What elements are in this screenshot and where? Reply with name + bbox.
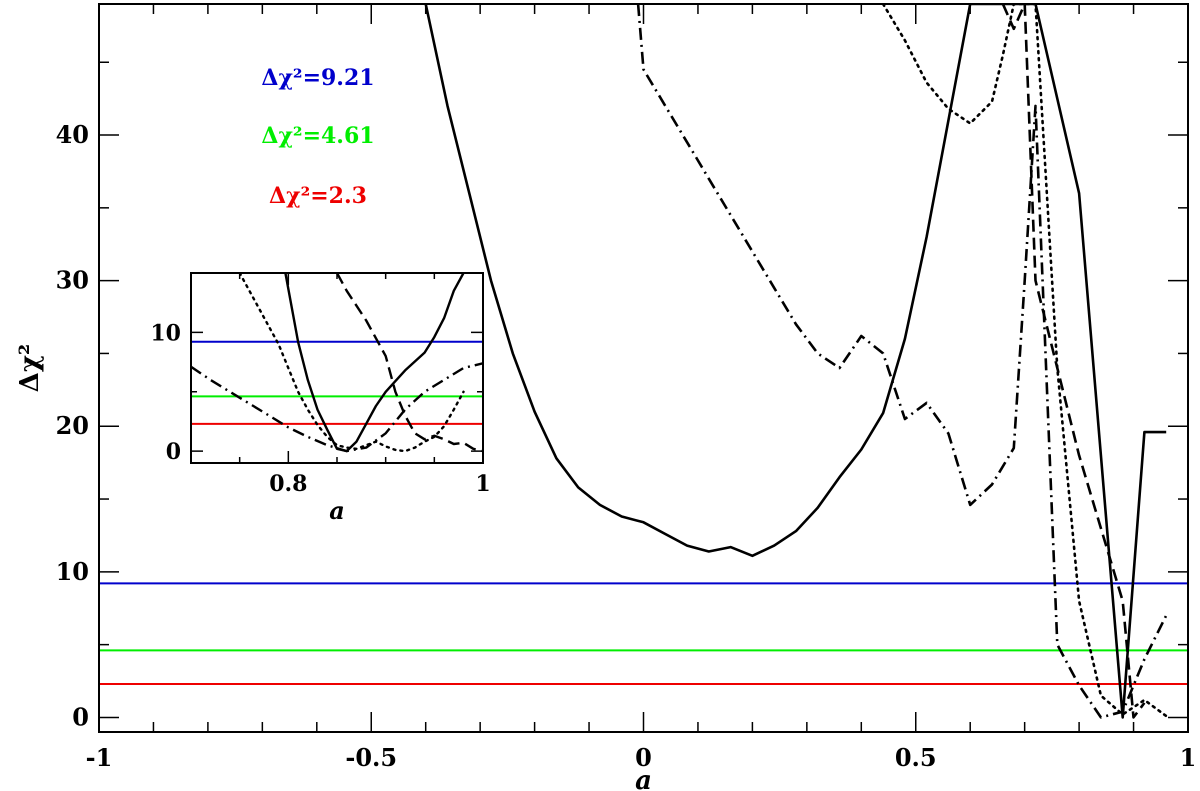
inset-x-tick-label: 1 bbox=[475, 471, 490, 497]
inset-y-tick-label: 10 bbox=[150, 320, 181, 346]
main-y-tick-label: 10 bbox=[56, 557, 89, 586]
main-y-tick-label: 30 bbox=[56, 266, 89, 295]
main-y-tick-label: 40 bbox=[56, 120, 89, 149]
legend: Δχ²=9.21 Δχ²=4.61 Δχ²=2.3 bbox=[261, 65, 374, 209]
inset-x-tick-label: 0.8 bbox=[269, 471, 307, 497]
main-x-tick-label: -1 bbox=[86, 743, 113, 772]
main-x-axis-title: a bbox=[635, 766, 652, 791]
main-x-tick-label: -0.5 bbox=[345, 743, 397, 772]
main-series-dotted bbox=[881, 4, 1168, 718]
main-y-tick-label: 0 bbox=[72, 702, 89, 731]
main-series-group bbox=[99, 4, 1188, 719]
inset-series-dashdot bbox=[191, 362, 483, 453]
inset-x-axis-title: a bbox=[329, 496, 345, 525]
legend-entry-2: Δχ²=2.3 bbox=[269, 183, 367, 209]
inset-series-solid bbox=[284, 273, 465, 453]
main-x-tick-label: 1 bbox=[1180, 743, 1197, 772]
main-y-tick-label: 20 bbox=[56, 411, 89, 440]
main-x-tick-label: 0 bbox=[635, 743, 652, 772]
legend-entry-1: Δχ²=4.61 bbox=[261, 123, 374, 149]
main-series-solid bbox=[424, 4, 1167, 719]
main-series-dashdot bbox=[636, 4, 1168, 719]
main-x-tick-label: 0.5 bbox=[895, 743, 937, 772]
inset-background bbox=[191, 273, 483, 463]
inset-series-dotted bbox=[238, 273, 465, 453]
inset-series-group bbox=[191, 273, 483, 453]
main-y-axis-title: Δχ² bbox=[15, 344, 45, 393]
legend-entry-0: Δχ²=9.21 bbox=[261, 65, 374, 91]
inset-y-tick-label: 0 bbox=[166, 439, 181, 465]
inset-series-dashed bbox=[335, 273, 483, 453]
main-series-dashed bbox=[1001, 4, 1146, 719]
